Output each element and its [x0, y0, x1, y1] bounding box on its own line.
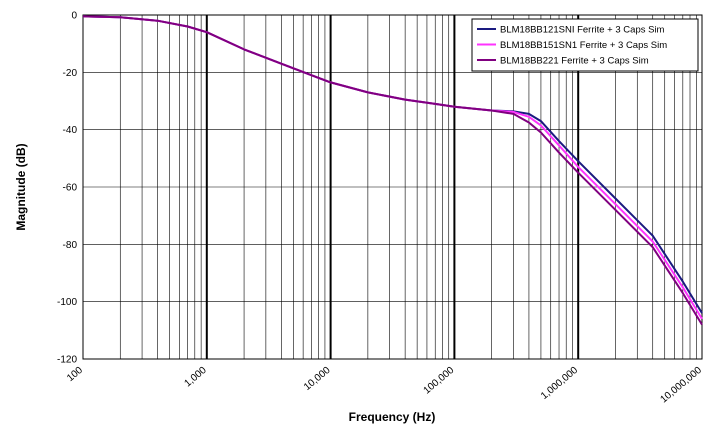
y-tick-labels: 0 -20 -40 -60 -80 -100 -120 — [57, 11, 77, 366]
y-tick-label: -20 — [63, 68, 78, 79]
x-tick-label: 1,000 — [182, 365, 209, 390]
legend-label: BLM18BB121SNI Ferrite + 3 Caps Sim — [500, 25, 665, 36]
x-tick-label: 10,000,000 — [659, 365, 705, 406]
series-lines — [82, 15, 703, 326]
x-tick-label: 100,000 — [422, 365, 457, 397]
legend-label: BLM18BB221 Ferrite + 3 Caps Sim — [500, 56, 649, 67]
legend-label: BLM18BB151SN1 Ferrite + 3 Caps Sim — [500, 40, 667, 51]
legend-box — [471, 18, 699, 72]
legend: BLM18BB121SNI Ferrite + 3 Caps Sim BLM18B… — [471, 18, 699, 72]
y-tick-label: -40 — [63, 125, 78, 136]
x-tick-label: 100 — [65, 365, 85, 384]
y-tick-label: -60 — [63, 183, 78, 194]
y-axis-title: Magnitude (dB) — [14, 143, 28, 230]
x-axis-title: Frequency (Hz) — [349, 410, 436, 424]
series-line-blm18bb221-ferrite-3-caps-sim — [82, 15, 703, 326]
plot-frame — [82, 14, 703, 360]
x-tick-labels: 100 1,000 10,000 100,000 1,000,000 10,000,000 — [65, 365, 704, 406]
x-tick-label: 1,000,000 — [539, 365, 580, 402]
x-tick-label: 10,000 — [302, 365, 333, 393]
grid — [83, 14, 702, 360]
y-tick-label: -80 — [63, 240, 78, 251]
y-tick-label: 0 — [71, 11, 77, 22]
y-tick-label: -100 — [57, 297, 77, 308]
y-tick-label: -120 — [57, 355, 77, 366]
